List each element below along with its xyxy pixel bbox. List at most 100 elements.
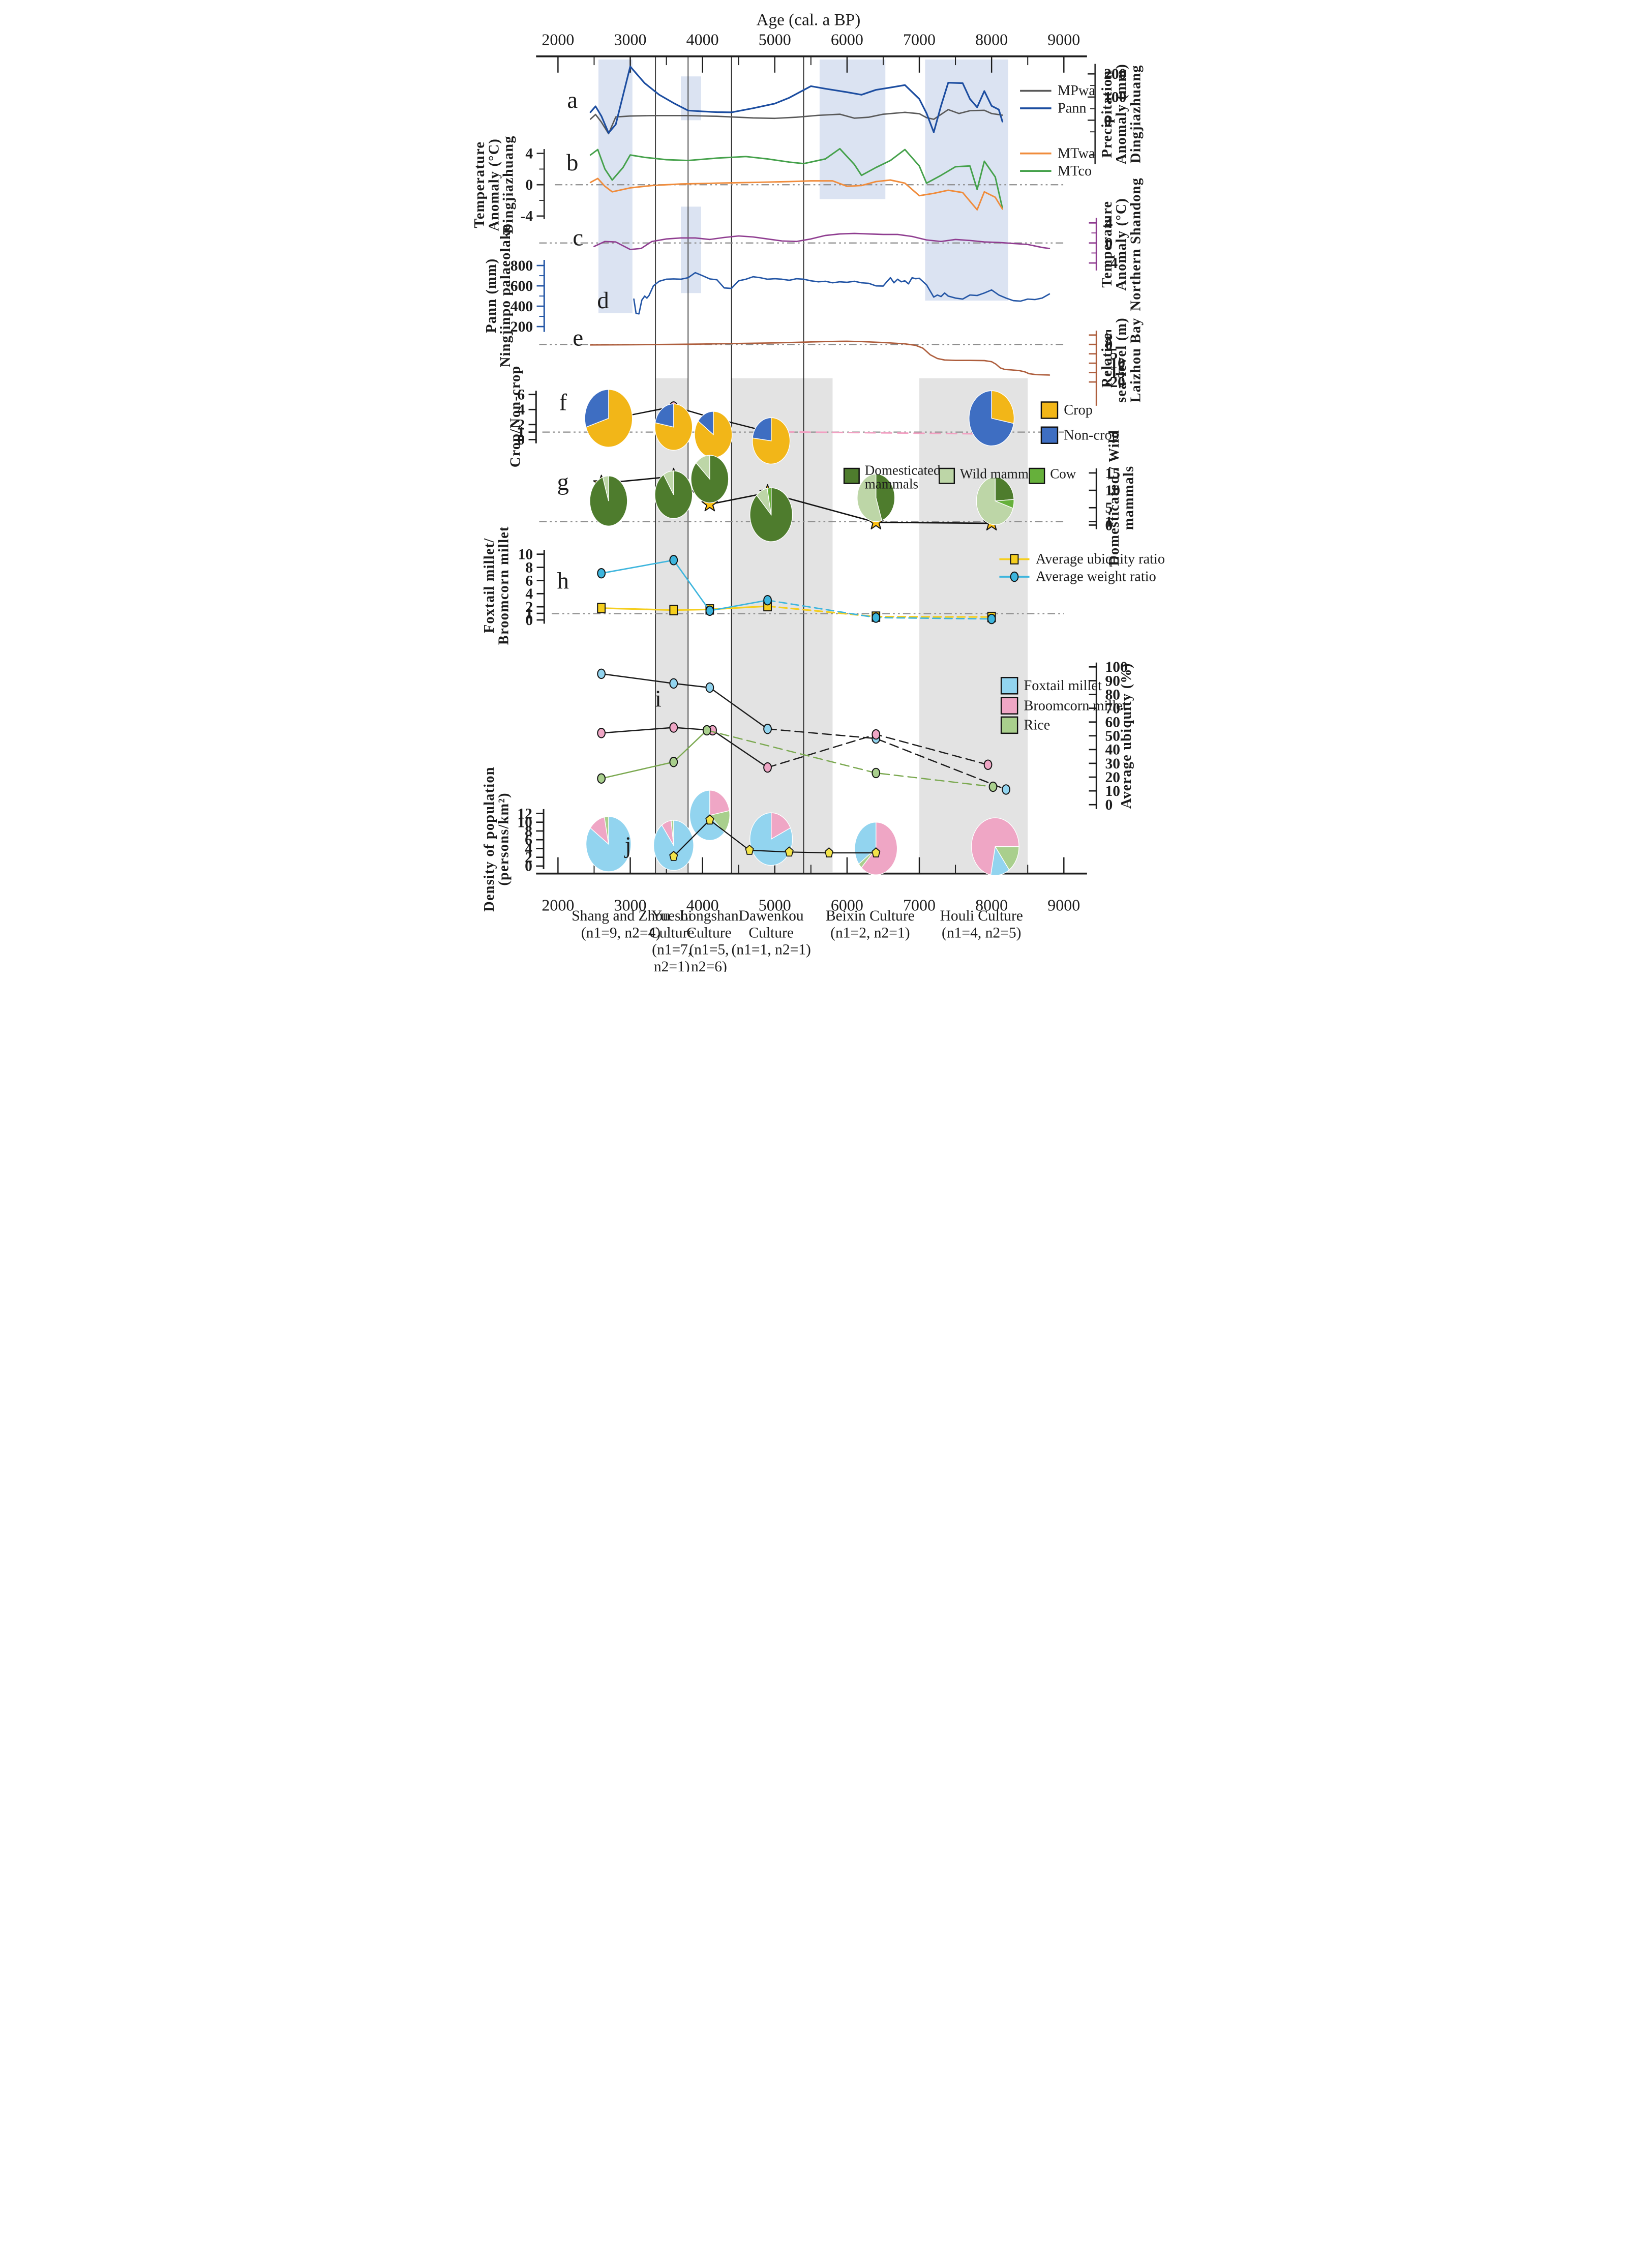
culture-label: Culture [748,925,794,941]
rice-marker [988,781,997,792]
panel-g-pie-slice-cow [766,487,771,515]
culture-label: Culture [649,925,694,941]
panel-e-axis-label-line: sea-level (m) [1114,317,1129,403]
panel-a-tick-label: 200 [1104,66,1126,82]
panel-c-axis-label-line: Anomaly (°C) [1114,198,1129,291]
age-tick-label: 3000 [614,31,646,49]
age-tick-label: 7000 [903,31,936,49]
panel-i-pie-slice-broom [971,817,1019,876]
age-tick-label: 9000 [1047,31,1080,49]
series-mtwa-line [589,177,1003,211]
culture-label: Shang and Zhou [572,908,670,924]
legend-label: MTwa [1057,145,1095,161]
climate-event-band [680,206,701,293]
panel-d-axis-label-line: Pann (mm) [483,258,499,333]
panel-i-pie-slice-fox [689,790,725,841]
legend-label: Domesticated [864,462,940,478]
panel-i-tick-label: 60 [1105,715,1120,731]
legend-swatch [938,467,955,484]
foxtail-millet-dashed [766,728,1007,790]
foxtail-millet-marker [705,682,714,693]
panel-a-axis-label-line: Dingjiazhuang [1128,65,1144,163]
panel-i-axis-label-line: Average ubiquity (%) [1119,663,1134,809]
panel-g-tick-label: 5 [1105,500,1113,516]
panel-i-tick-label: 50 [1105,728,1120,745]
panel-f-tick-label: 6 [517,387,525,403]
panel-i-tick-label: 10 [1105,783,1120,799]
series-pann-ningjinpo-line [633,272,1050,315]
crop-ratio-dashed-line [766,431,993,435]
population-density-line [673,819,877,857]
panel-letter-b: b [566,150,578,176]
panel-e-tick-label: -5 [1105,346,1118,363]
culture-period-band [731,378,832,873]
panel-g-pie [749,487,793,542]
panel-f-axis-label: Crop/Non-crop [507,366,523,468]
panel-letter-h: h [557,568,568,594]
panel-e-tick-label: -20 [1105,374,1125,391]
panel-c-tick-label: 4 [1105,215,1113,231]
foxtail-millet-marker [763,724,772,734]
panel-i-pie [689,790,730,841]
panel-f-pie [584,389,633,448]
panel-f-pie-slice-noncrop [697,411,714,436]
average-weight-ratio-marker [705,605,714,616]
panel-c-axis-label-line: Temperature [1099,201,1115,288]
panel-j-tick-label: 0 [525,858,532,875]
multi-panel-paleoclimate-chart: Age (cal. a BP)2000 3000 4000 5000 6000 7000 8… [472,10,1165,972]
culture-label: (n1=5, [689,942,729,958]
legend-swatch-Rice [1000,716,1018,734]
legend-label: mammals [864,476,918,491]
panel-f-tick-label: 4 [517,402,525,418]
panel-letter-j: j [623,832,631,858]
legend-label: MPwa [1057,83,1095,99]
age-tick-label: 2000 [542,896,574,914]
broomcorn-millet-marker [871,729,880,740]
panel-j-tick-label: 10 [517,815,532,831]
legend-label: Cow [1050,466,1076,482]
age-tick-label: 4000 [686,896,718,914]
panel-letter-i: i [654,686,661,712]
panel-i-tick-label: 40 [1105,742,1120,758]
panel-h-tick-label: 0 [525,612,533,629]
panel-i-pie [971,817,1019,876]
climate-event-band [598,59,633,313]
panel-letter-a: a [567,87,578,113]
panel-f-pie-slice-crop [585,389,633,448]
panel-i-pie-slice-rice [604,816,609,844]
panel-d-axis-label-line: Ningjinpo palaeolake [498,224,514,367]
panel-b-tick-label: 4 [525,146,533,162]
age-tick-label: 3000 [614,896,646,914]
panel-i-pie [585,816,632,872]
panel-d-tick-label: 800 [510,258,532,274]
culture-label: (n1=7, [652,942,692,958]
panel-g-tick-label: 10 [1105,483,1120,499]
panel-a-axis-label-line: Precipitation [1099,70,1115,158]
panel-c-tick-label: 0 [1105,235,1113,252]
panel-e-tick-label: -15 [1105,365,1125,381]
average-weight-ratio-line [600,559,768,612]
average-weight-ratio-marker [669,555,678,566]
panel-i-tick-label: 20 [1105,769,1120,786]
panel-i-tick-label: 80 [1105,687,1120,703]
legend-swatch-Broomcorn millet [1000,697,1018,715]
age-tick-label: 6000 [830,31,863,49]
legend-swatch-Non-crop [1040,426,1058,444]
panel-d-tick-label: 200 [510,319,532,335]
panel-f-tick-label: 2 [517,417,525,433]
panel-i-tick-label: 90 [1105,673,1120,689]
panel-g-pie-slice-wild [695,455,710,480]
panel-g-pie-slice-dom [995,477,1014,501]
legend-label: Foxtail millet [1024,678,1101,694]
rice-marker [871,767,880,779]
panel-h-axis-label: Foxtail millet/Broomcorn millet [482,526,512,645]
panel-e-tick-label: -10 [1105,355,1125,372]
culture-period-band [655,378,688,873]
panel-g-pie-slice-wild [663,470,674,495]
panel-g-axis-label-line: Domesticated / Wild [1106,430,1122,566]
panel-f-axis-label-line: Crop/Non-crop [507,366,523,468]
legend-label: MTco [1057,163,1091,179]
panel-j-tick-label: 4 [525,841,532,857]
